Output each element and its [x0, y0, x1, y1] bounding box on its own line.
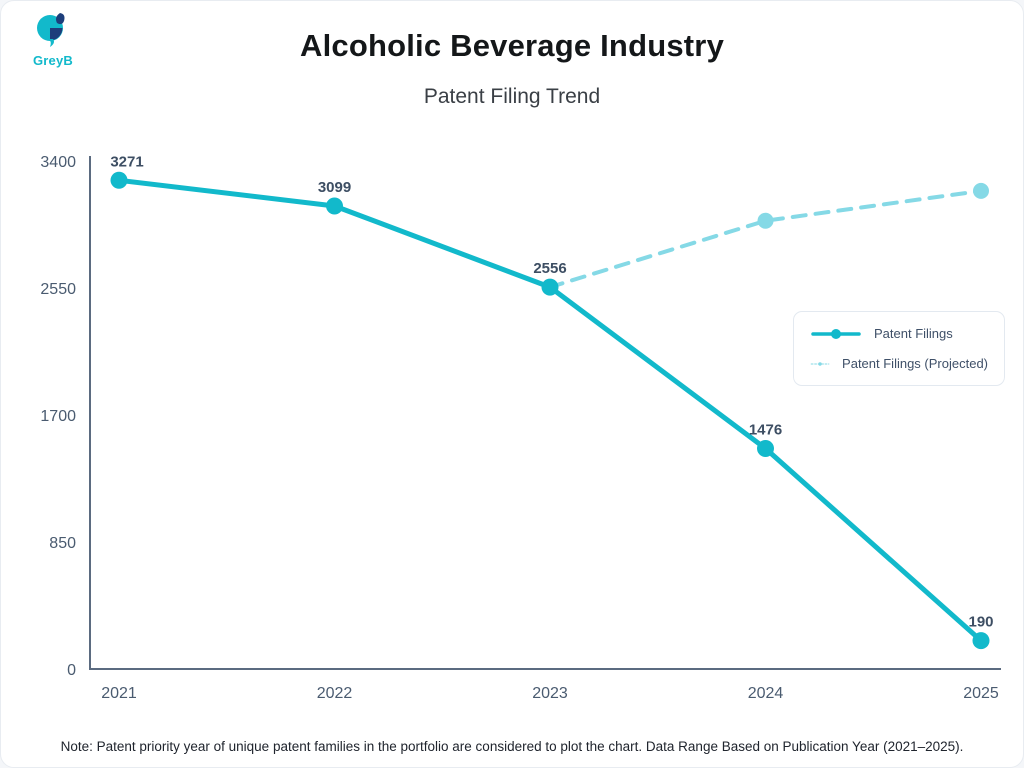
brand-logo: GreyB	[27, 11, 79, 68]
series-line-patent-filings	[116, 177, 984, 644]
x-axis-tick-label: 2025	[963, 685, 999, 702]
series-line-patent-filings-projected	[548, 188, 983, 290]
data-point	[541, 278, 559, 296]
brand-name: GreyB	[32, 53, 74, 68]
legend-item-patent-filings: Patent Filings	[810, 326, 988, 341]
x-axis-tick-label: 2021	[101, 685, 137, 702]
y-axis-tick-label: 1700	[40, 408, 76, 425]
legend-label-patent-filings-projected: Patent Filings (Projected)	[842, 356, 988, 371]
data-point	[757, 212, 774, 229]
x-axis-tick-label: 2022	[317, 685, 353, 702]
data-point	[972, 632, 990, 650]
solid-line-swatch-icon	[811, 328, 861, 339]
page-subtitle: Patent Filing Trend	[423, 85, 601, 108]
axis-line	[89, 156, 1001, 670]
x-axis-tick-label: 2024	[748, 685, 784, 702]
chart-legend: Patent Filings Patent Filings (Projected…	[793, 311, 1005, 386]
legend-label-patent-filings: Patent Filings	[874, 326, 953, 341]
y-axis-tick-label: 2550	[40, 281, 76, 298]
y-axis-tick-label: 0	[67, 662, 76, 679]
data-point-label: 1476	[749, 421, 782, 438]
data-point-label: 3271	[110, 153, 143, 170]
greyb-logo-icon	[37, 13, 65, 47]
data-point	[973, 182, 989, 199]
data-point	[757, 439, 774, 457]
legend-item-patent-filings-projected: Patent Filings (Projected)	[810, 356, 988, 371]
data-point-label: 3099	[318, 179, 351, 196]
footer-note: Note: Patent priority year of unique pat…	[60, 739, 964, 754]
data-point-label: 2556	[533, 260, 566, 277]
data-point	[326, 197, 343, 215]
x-axis-tick-label: 2023	[532, 685, 568, 702]
dashed-line-swatch-icon	[810, 361, 830, 366]
y-axis-tick-label: 3400	[40, 154, 76, 171]
y-axis-tick-label: 850	[49, 535, 76, 552]
data-point-label: 190	[968, 614, 993, 631]
page-title: Alcoholic Beverage Industry	[299, 28, 725, 63]
data-point	[110, 171, 128, 189]
